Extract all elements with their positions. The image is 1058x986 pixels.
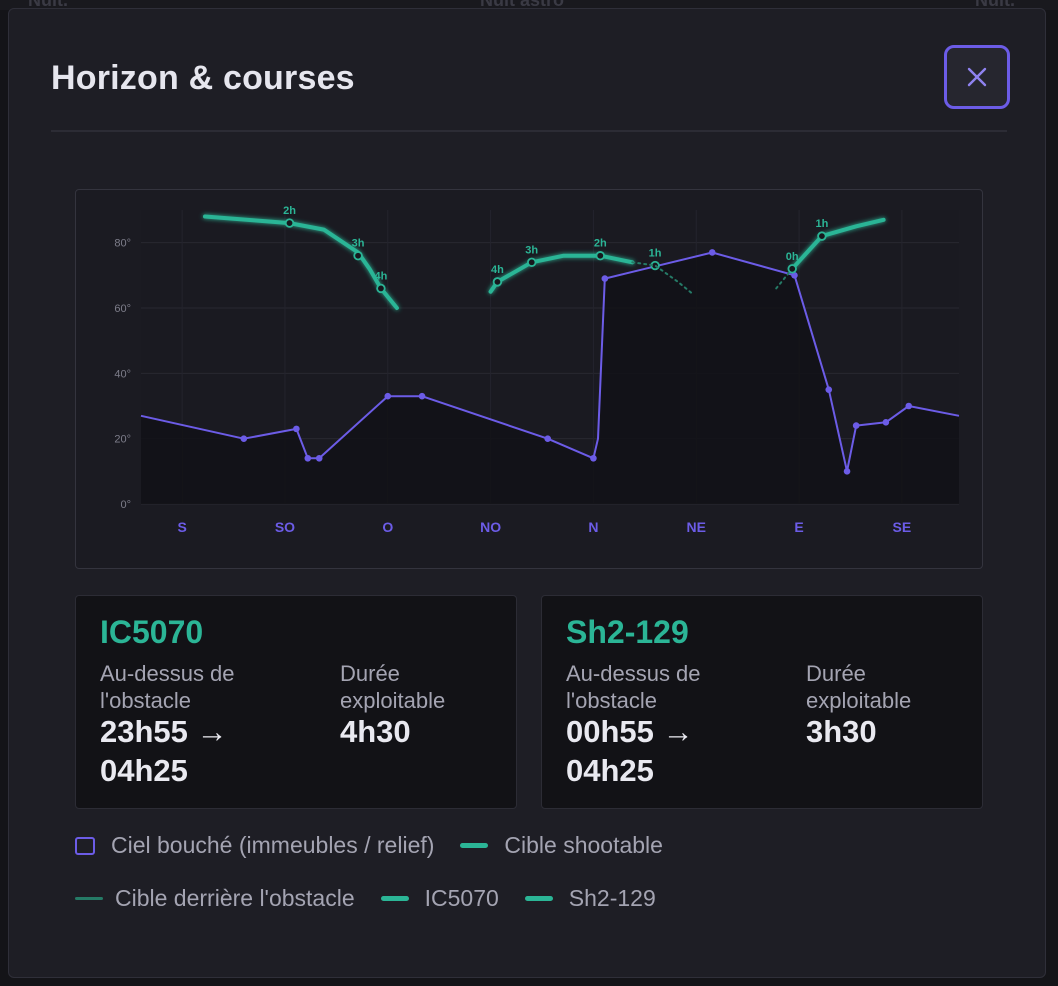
legend-label: Cible shootable <box>504 832 663 858</box>
horizon-obstacle-area <box>141 252 959 504</box>
close-button[interactable] <box>944 45 1010 109</box>
hour-marker <box>492 277 503 287</box>
legend-ic5070: IC5070 <box>380 885 499 912</box>
hour-marker <box>376 283 386 294</box>
duration-value: 3h30 <box>806 714 877 749</box>
duration-value: 4h30 <box>340 714 411 749</box>
target-card-ic5070: IC5070 Au-dessus de l'obstacle 23h55 → 0… <box>75 595 517 809</box>
hour-label: 4h <box>374 270 387 282</box>
above-obstacle-label: Au-dessus de l'obstacle <box>100 661 235 713</box>
horizon-point <box>843 468 851 475</box>
legend-sh2-129: Sh2-129 <box>524 885 656 912</box>
horizon-point <box>825 386 833 393</box>
horizon-point <box>544 435 552 442</box>
hour-label: 3h <box>525 244 538 256</box>
x-tick-label: NE <box>687 519 706 535</box>
background-tab-center: Nuit astro <box>480 0 565 10</box>
legend-hidden: Cible derrière l'obstacle <box>75 885 355 912</box>
horizon-point <box>315 454 323 462</box>
horizon-point <box>601 275 609 282</box>
legend-swatch-box <box>75 836 95 855</box>
legend-label: Sh2-129 <box>568 885 656 911</box>
legend-label: Ciel bouché (immeubles / relief) <box>111 832 435 858</box>
chart-legend-row-1: Ciel bouché (immeubles / relief) Cible s… <box>75 832 689 859</box>
horizon-chart: 0° 20° 40° 60° 80° S SO O NO N NE E SE 2h 3h 4h 4h 3h 2h 1h… <box>114 205 960 535</box>
target-track-hidden <box>775 267 794 290</box>
hour-label: 1h <box>815 218 828 230</box>
x-tick-label: O <box>382 519 393 535</box>
hour-label: 4h <box>491 264 504 276</box>
y-tick-label: 60° <box>114 303 131 315</box>
hour-marker <box>527 257 537 267</box>
horizon-point <box>905 402 913 410</box>
above-obstacle-value: 00h55 → 04h25 <box>566 712 694 790</box>
y-tick-label: 80° <box>114 238 131 250</box>
y-tick-label: 20° <box>114 434 131 446</box>
target-track-shootable <box>790 217 886 271</box>
horizon-point <box>293 425 300 433</box>
x-tick-label: N <box>588 519 598 535</box>
horizon-point <box>852 422 860 429</box>
hour-label: 1h <box>649 248 662 260</box>
target-card-sh2-129: Sh2-129 Au-dessus de l'obstacle 00h55 → … <box>541 595 983 809</box>
horizon-point <box>418 392 426 400</box>
above-obstacle-label: Au-dessus de l'obstacle <box>566 661 701 713</box>
hour-marker <box>817 231 827 241</box>
close-icon <box>967 67 987 87</box>
above-obstacle-value: 23h55 → 04h25 <box>100 712 228 790</box>
above-obstacle-end: 04h25 <box>566 753 654 788</box>
target-name: Sh2-129 <box>566 614 689 650</box>
legend-shootable: Cible shootable <box>460 832 663 859</box>
chart-legend-row-2: Cible derrière l'obstacle IC5070 Sh2-129 <box>75 885 682 912</box>
x-tick-label: S <box>177 519 186 535</box>
hour-label: 0h <box>786 251 799 263</box>
hour-marker <box>787 264 797 274</box>
duration-label: Durée exploitable <box>340 661 446 713</box>
legend-label: IC5070 <box>424 885 499 911</box>
legend-obstructed: Ciel bouché (immeubles / relief) <box>75 832 434 859</box>
hour-label: 2h <box>594 238 607 250</box>
legend-label: Cible derrière l'obstacle <box>115 885 355 911</box>
horizon-point <box>384 392 392 400</box>
background-tab-left: Nuit. <box>28 0 68 10</box>
hour-marker <box>595 251 605 261</box>
y-tick-label: 40° <box>114 368 131 380</box>
background-tab-right: Nuit. <box>975 0 1015 10</box>
horizon-point <box>708 249 716 256</box>
horizon-point <box>882 419 890 426</box>
above-obstacle-end: 04h25 <box>100 753 188 788</box>
y-tick-label: 0° <box>120 499 131 511</box>
horizon-point <box>240 435 248 442</box>
target-name: IC5070 <box>100 614 204 650</box>
legend-swatch-line <box>460 843 489 848</box>
x-tick-label: SE <box>893 519 912 535</box>
above-obstacle-start: 23h55 → <box>100 714 228 749</box>
hour-label: 3h <box>352 238 365 250</box>
legend-swatch-line <box>75 897 103 900</box>
title-divider <box>51 130 1007 132</box>
x-tick-label: E <box>794 519 803 535</box>
target-track-hidden <box>631 261 695 296</box>
horizon-point <box>304 454 312 462</box>
horizon-chart-panel: 0° 20° 40° 60° 80° S SO O NO N NE E SE 2h 3h 4h 4h 3h 2h 1h… <box>75 189 983 569</box>
horizon-point <box>791 272 798 279</box>
x-tick-label: SO <box>275 519 295 535</box>
duration-label: Durée exploitable <box>806 661 912 713</box>
background-tabs <box>0 0 1058 10</box>
hour-label: 2h <box>283 205 296 217</box>
hour-marker <box>284 218 295 228</box>
hour-marker <box>353 251 363 261</box>
legend-swatch-line <box>524 896 553 901</box>
x-tick-label: NO <box>480 519 501 535</box>
horizon-point <box>590 454 597 462</box>
legend-swatch-line <box>380 896 409 901</box>
above-obstacle-start: 00h55 → <box>566 714 694 749</box>
modal-title: Horizon & courses <box>51 59 355 97</box>
horizon-modal: Horizon & courses 0° 20° 40° 60° 80° S SO O NO N N… <box>8 8 1046 978</box>
